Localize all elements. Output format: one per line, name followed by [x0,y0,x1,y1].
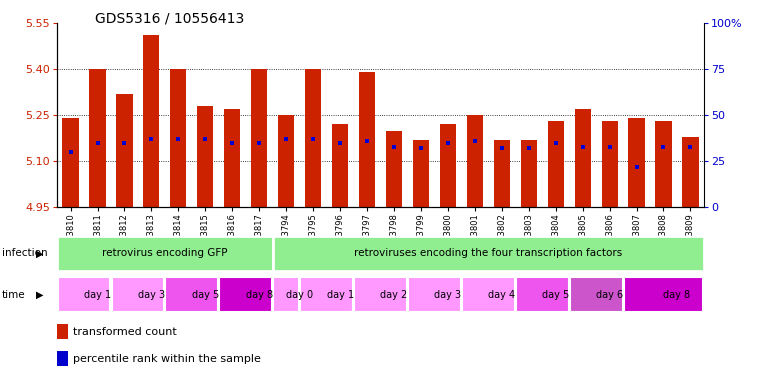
Text: GDS5316 / 10556413: GDS5316 / 10556413 [95,12,244,25]
Bar [224,109,240,207]
Bar [300,277,353,312]
Bar [548,121,564,207]
Text: retroviruses encoding the four transcription factors: retroviruses encoding the four transcrip… [354,248,622,258]
Text: transformed count: transformed count [73,327,177,337]
Bar [278,115,295,207]
Bar [332,124,348,207]
Bar [408,277,461,312]
Bar [575,109,591,207]
Bar [116,94,132,207]
Bar [62,118,78,207]
Text: infection: infection [2,248,47,258]
Bar [57,236,272,271]
Bar [466,115,483,207]
Bar [57,351,68,366]
Bar [251,69,267,207]
Bar [272,236,704,271]
Bar [197,106,213,207]
Bar [440,124,456,207]
Bar [58,277,110,312]
Bar [57,324,68,339]
Bar [90,69,106,207]
Text: day 5: day 5 [192,290,219,300]
Text: day 4: day 4 [489,290,515,300]
Text: day 8: day 8 [246,290,272,300]
Bar [655,121,672,207]
Text: day 5: day 5 [542,290,569,300]
Bar [219,277,272,312]
Bar [359,72,375,207]
Text: day 1: day 1 [84,290,111,300]
Text: day 6: day 6 [596,290,623,300]
Bar [462,277,514,312]
Text: day 0: day 0 [286,290,314,300]
Bar [521,140,537,207]
Bar [354,277,407,312]
Text: time: time [2,290,25,300]
Text: day 3: day 3 [435,290,461,300]
Bar [143,35,160,207]
Bar [623,277,703,312]
Bar [570,277,622,312]
Bar [601,121,618,207]
Bar [112,277,164,312]
Bar [494,140,510,207]
Bar [516,277,568,312]
Text: ▶: ▶ [36,290,43,300]
Bar [170,69,186,207]
Bar [683,137,699,207]
Text: day 2: day 2 [380,290,408,300]
Bar [305,69,321,207]
Text: day 8: day 8 [664,290,690,300]
Text: ▶: ▶ [36,248,43,258]
Bar [412,140,429,207]
Text: percentile rank within the sample: percentile rank within the sample [73,354,261,364]
Text: retrovirus encoding GFP: retrovirus encoding GFP [102,248,228,258]
Bar [629,118,645,207]
Text: day 1: day 1 [326,290,354,300]
Bar [165,277,218,312]
Bar [386,131,402,207]
Text: day 3: day 3 [138,290,165,300]
Bar [273,277,299,312]
